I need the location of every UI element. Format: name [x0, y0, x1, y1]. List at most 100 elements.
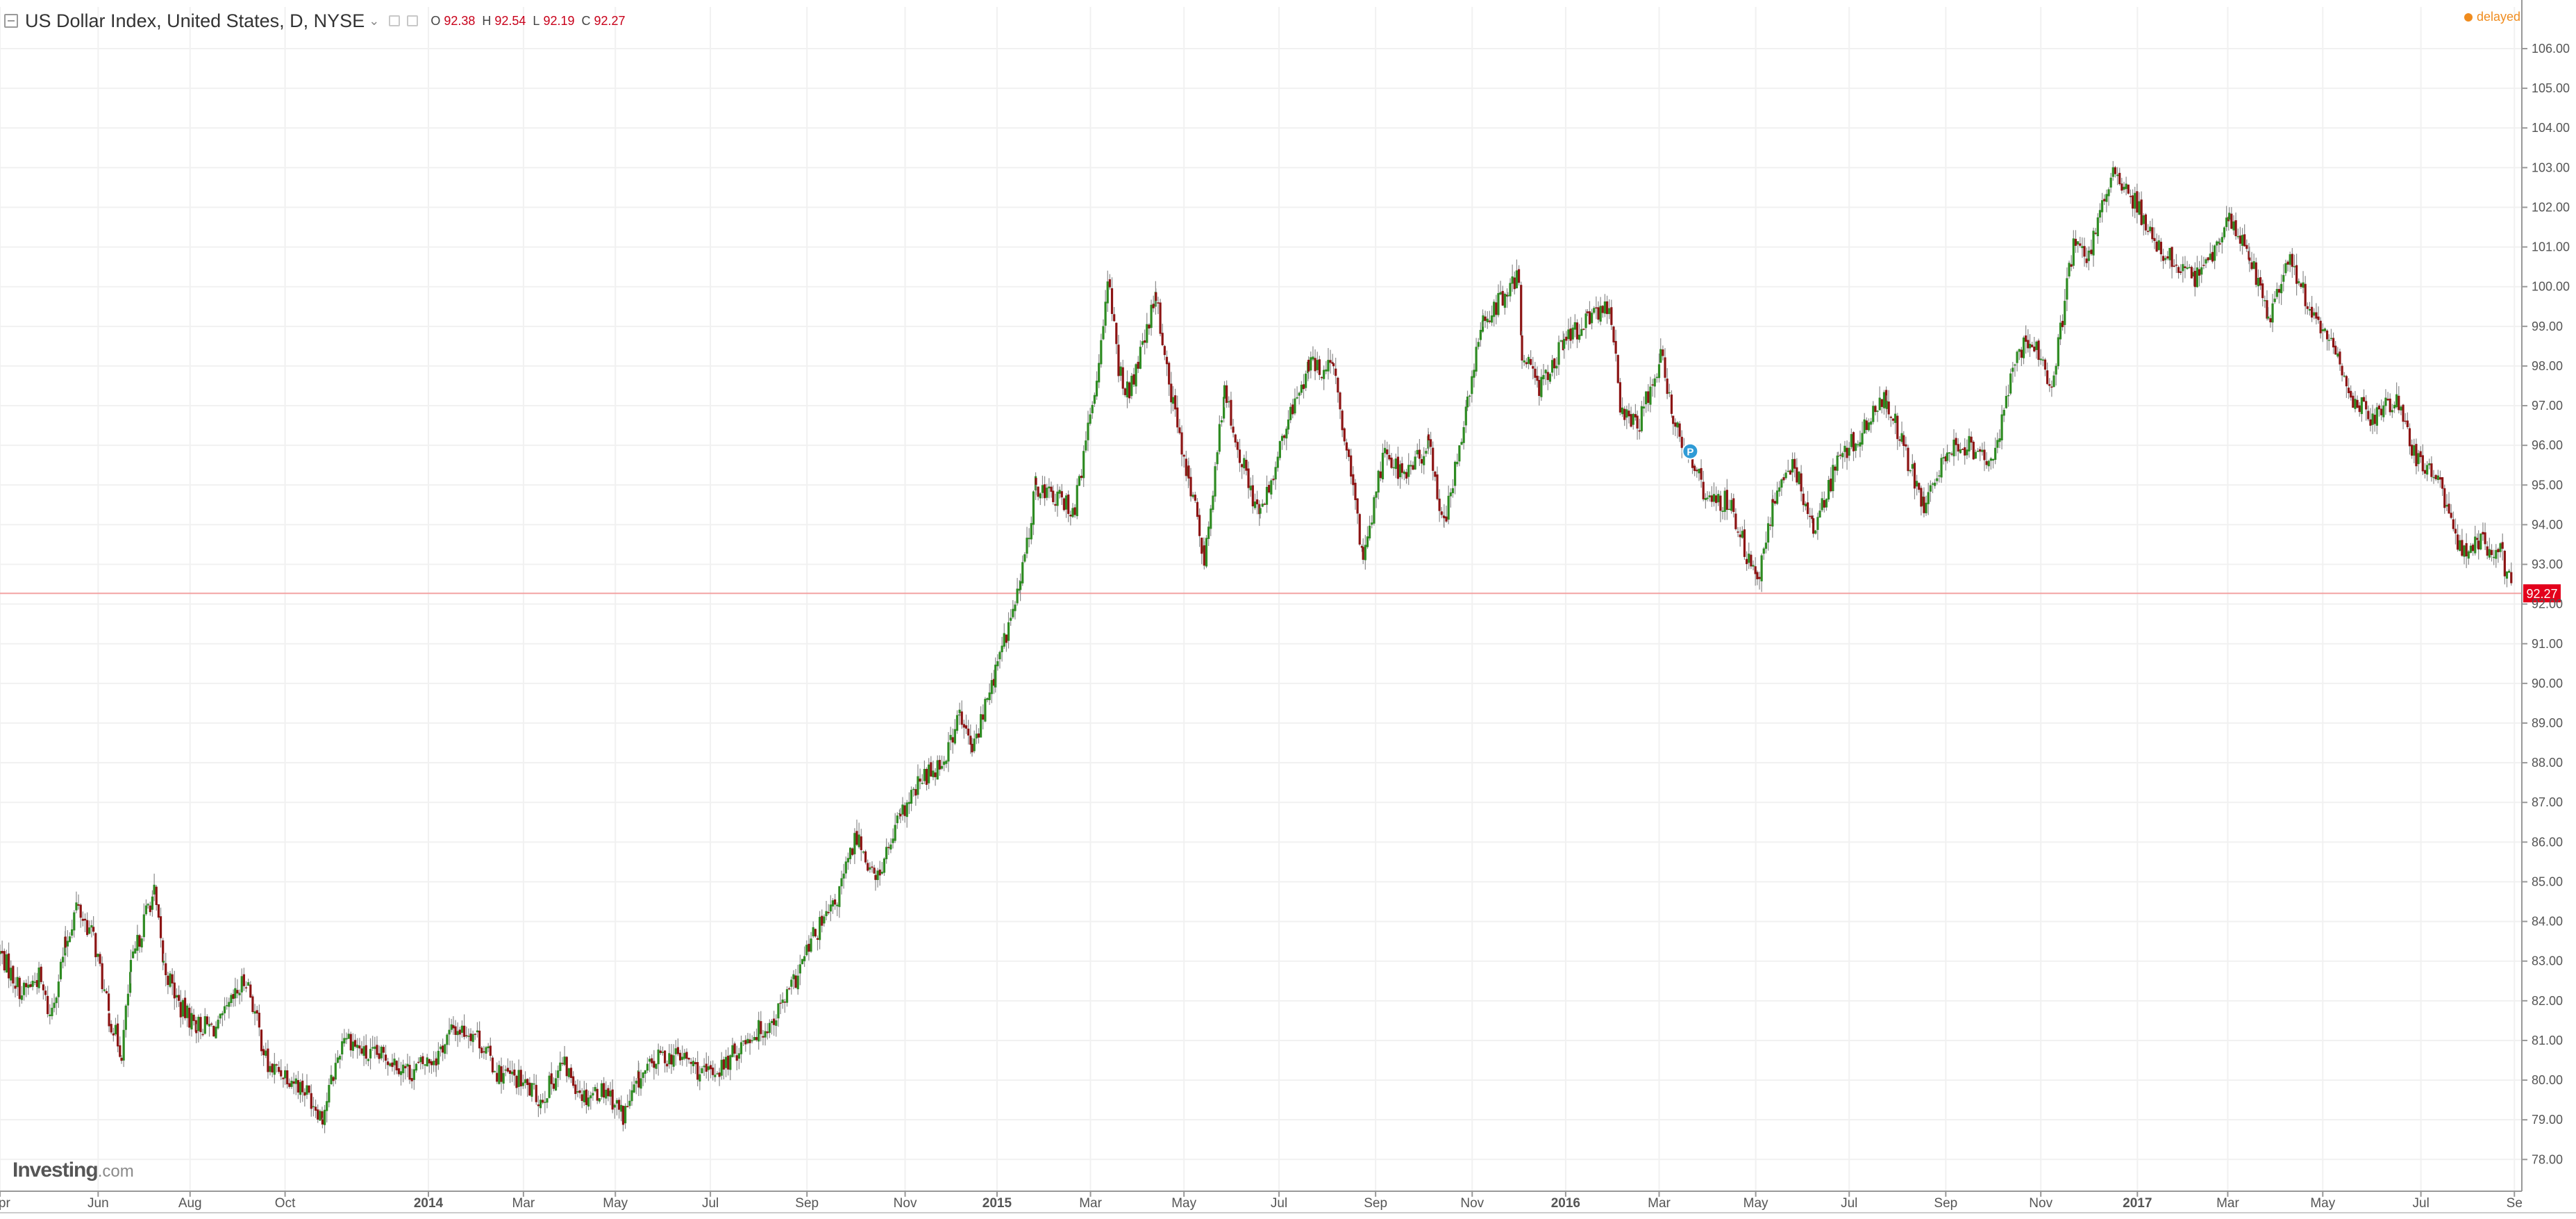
- candle-body: [620, 1104, 623, 1112]
- candle-body: [1194, 495, 1196, 501]
- candle-body: [79, 904, 82, 918]
- y-tick-label: 92.00: [2532, 597, 2563, 611]
- candle-body: [592, 1093, 594, 1096]
- delayed-status: delayed: [2464, 10, 2520, 24]
- candle-body: [563, 1056, 566, 1065]
- candle-body: [696, 1062, 699, 1080]
- candle-body: [1712, 494, 1716, 502]
- candle-body: [892, 838, 894, 843]
- candle-body: [66, 940, 69, 947]
- candle-body: [940, 765, 944, 769]
- candle-body: [1534, 368, 1537, 378]
- candle-body: [1520, 285, 1523, 335]
- candle-body: [2018, 349, 2021, 352]
- candle-body: [2413, 445, 2416, 456]
- candle-body: [1538, 380, 1541, 397]
- candle-body: [687, 1058, 690, 1060]
- last-price-line: 92.27: [0, 584, 2561, 603]
- candle-body: [132, 951, 135, 959]
- candle-body: [1771, 499, 1774, 503]
- candle-body: [1458, 445, 1461, 462]
- candle-body: [1889, 416, 1892, 418]
- candle-body: [491, 1057, 494, 1072]
- candle-body: [64, 936, 67, 948]
- candle-body: [83, 918, 87, 921]
- candle-body: [360, 1048, 363, 1054]
- candle-body: [569, 1068, 573, 1079]
- candle-body: [1569, 328, 1572, 341]
- candle-body: [402, 1064, 405, 1074]
- settings-icon[interactable]: [389, 15, 401, 26]
- candle-body: [758, 1020, 760, 1042]
- collapse-icon[interactable]: [4, 14, 18, 28]
- y-tick-label: 83.00: [2532, 954, 2563, 968]
- x-tick-label: Jul: [2413, 1196, 2429, 1211]
- candle-body: [1405, 472, 1408, 479]
- candle-body: [2094, 233, 2097, 234]
- candle-body: [729, 1055, 732, 1070]
- candle-body: [1809, 515, 1812, 517]
- candle-body: [238, 993, 241, 995]
- candle-body: [1920, 488, 1923, 507]
- event-markers[interactable]: P: [1682, 442, 1699, 460]
- candle-body: [855, 831, 858, 845]
- candle-body: [982, 714, 985, 720]
- candle-body: [99, 954, 101, 964]
- candle-body: [1672, 415, 1675, 424]
- candle-body: [707, 1066, 710, 1070]
- candle-body: [2471, 545, 2475, 552]
- candle-body: [294, 1078, 297, 1084]
- candle-body: [1041, 485, 1044, 493]
- candle-body: [437, 1050, 440, 1065]
- candle-body: [2134, 192, 2136, 209]
- candle-body: [2434, 474, 2437, 479]
- candle-body: [2398, 395, 2400, 411]
- candle-body: [1950, 454, 1953, 455]
- candle-body: [2248, 257, 2251, 261]
- candle-body: [2072, 238, 2075, 266]
- candle-body: [2352, 395, 2355, 408]
- candle-body: [2039, 358, 2042, 360]
- candle-body: [773, 1018, 776, 1025]
- candle-body: [1640, 406, 1643, 431]
- candle-body: [129, 960, 133, 972]
- candle-body: [1128, 382, 1131, 399]
- candle-body: [2501, 542, 2504, 549]
- candle-body: [1207, 526, 1210, 539]
- candle-body: [649, 1059, 651, 1062]
- candle-body: [912, 788, 915, 790]
- candle-body: [1234, 434, 1237, 443]
- candle-body: [1882, 392, 1886, 408]
- candle-body: [2365, 401, 2368, 410]
- hide-series-icon[interactable]: [407, 15, 419, 26]
- candle-body: [2007, 395, 2010, 397]
- candle-body: [934, 772, 937, 777]
- candle-body: [1507, 295, 1509, 297]
- candle-body: [894, 824, 896, 841]
- candle-body: [1115, 322, 1118, 345]
- candle-body: [1834, 466, 1837, 471]
- candle-body: [378, 1053, 380, 1059]
- candle-body: [1630, 414, 1632, 427]
- candle-body: [2508, 570, 2511, 573]
- symbol-menu-chevron-icon[interactable]: ⌄: [369, 13, 380, 28]
- candle-body: [1245, 459, 1248, 471]
- candle-body: [720, 1059, 723, 1076]
- event-marker[interactable]: [1682, 442, 1699, 460]
- candle-body: [314, 1106, 317, 1111]
- candle-body: [10, 968, 12, 981]
- candle-body: [1548, 374, 1552, 382]
- candle-body: [988, 692, 991, 700]
- candle-body: [2255, 262, 2257, 285]
- candle-body: [1352, 474, 1355, 486]
- x-tick-label: Jun: [87, 1196, 109, 1211]
- candle-body: [2448, 504, 2450, 514]
- candle-body: [186, 1005, 189, 1018]
- candle-body: [1743, 529, 1746, 557]
- symbol-title[interactable]: US Dollar Index, United States, D, NYSE: [25, 10, 365, 31]
- candle-body: [949, 735, 952, 740]
- candle-body: [1725, 490, 1728, 511]
- candle-body: [153, 884, 156, 895]
